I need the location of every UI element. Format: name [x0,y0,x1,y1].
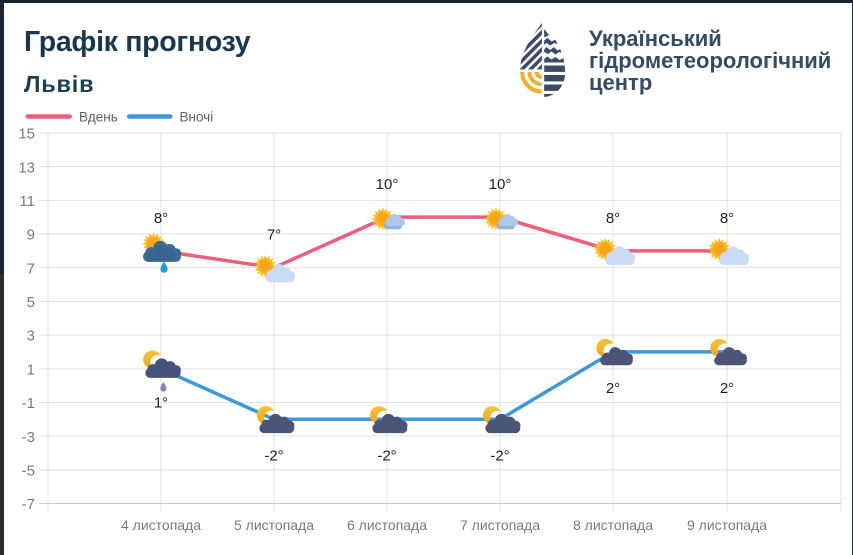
svg-text:7: 7 [27,260,35,277]
svg-text:9: 9 [27,227,35,244]
svg-text:1°: 1° [154,395,168,412]
svg-text:-7: -7 [22,496,35,513]
svg-text:9 листопада: 9 листопада [687,517,767,533]
svg-text:-2°: -2° [377,447,396,464]
svg-text:-2°: -2° [490,447,509,464]
svg-text:7°: 7° [267,227,281,244]
svg-text:5: 5 [27,294,35,311]
svg-text:2°: 2° [720,380,734,397]
svg-text:8°: 8° [154,210,168,227]
svg-text:10°: 10° [489,176,512,193]
svg-text:15: 15 [18,126,35,143]
svg-text:-2°: -2° [264,447,283,464]
svg-text:7 листопада: 7 листопада [460,517,540,533]
svg-text:-1: -1 [22,395,35,412]
svg-text:6 листопада: 6 листопада [347,517,427,533]
svg-text:2°: 2° [606,380,620,397]
svg-text:8°: 8° [720,210,734,227]
svg-text:8°: 8° [606,210,620,227]
svg-text:5 листопада: 5 листопада [234,517,314,533]
svg-text:Вночі: Вночі [180,110,214,125]
svg-text:11: 11 [19,193,35,210]
svg-text:3: 3 [27,328,35,345]
svg-text:13: 13 [18,159,35,176]
svg-text:8 листопада: 8 листопада [573,517,653,533]
svg-text:Вдень: Вдень [79,110,118,125]
svg-text:4 листопада: 4 листопада [121,517,201,533]
svg-text:-3: -3 [22,429,35,446]
svg-text:1: 1 [27,361,35,378]
svg-text:10°: 10° [376,176,399,193]
svg-text:-5: -5 [22,462,35,479]
